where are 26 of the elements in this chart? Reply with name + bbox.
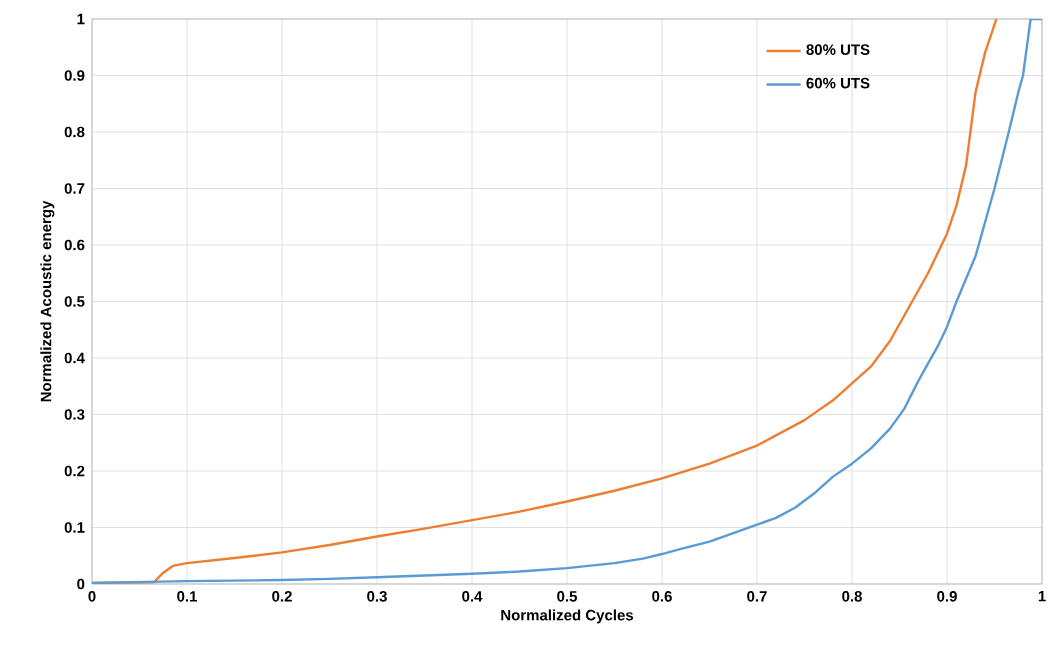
y-tick-label: 0.6	[64, 239, 85, 251]
x-tick-label: 0.9	[937, 591, 957, 602]
x-tick-label: 0.7	[747, 591, 767, 602]
x-tick-label: 0.2	[272, 591, 292, 602]
y-axis-title: Normalized Acoustic energy	[40, 200, 55, 402]
legend-label: 80% UTS	[806, 44, 870, 55]
y-tick-label: 0.3	[64, 409, 85, 420]
legend-label: 60% UTS	[806, 77, 870, 89]
x-tick-label: 0.5	[557, 591, 578, 602]
x-tick-label: 0.3	[367, 591, 387, 602]
y-tick-label: 0.5	[64, 296, 85, 307]
y-tick-label: 0.9	[64, 70, 85, 81]
y-tick-label: 0.4	[64, 352, 85, 364]
y-tick-label: 1	[77, 13, 85, 25]
y-tick-label: 0.7	[64, 183, 85, 194]
y-tick-label: 0.2	[64, 465, 85, 477]
x-tick-label: 0.8	[842, 591, 862, 602]
x-tick-label: 0.6	[652, 591, 672, 602]
y-tick-label: 0.8	[64, 126, 85, 138]
x-axis-title: Normalized Cycles	[501, 609, 634, 624]
x-tick-label: 1	[1038, 591, 1046, 602]
y-tick-label: 0	[77, 578, 85, 590]
x-tick-label: 0.1	[177, 591, 198, 602]
x-tick-label: 0.4	[462, 591, 483, 602]
y-tick-label: 0.1	[64, 522, 85, 533]
x-tick-label: 0	[88, 591, 96, 602]
